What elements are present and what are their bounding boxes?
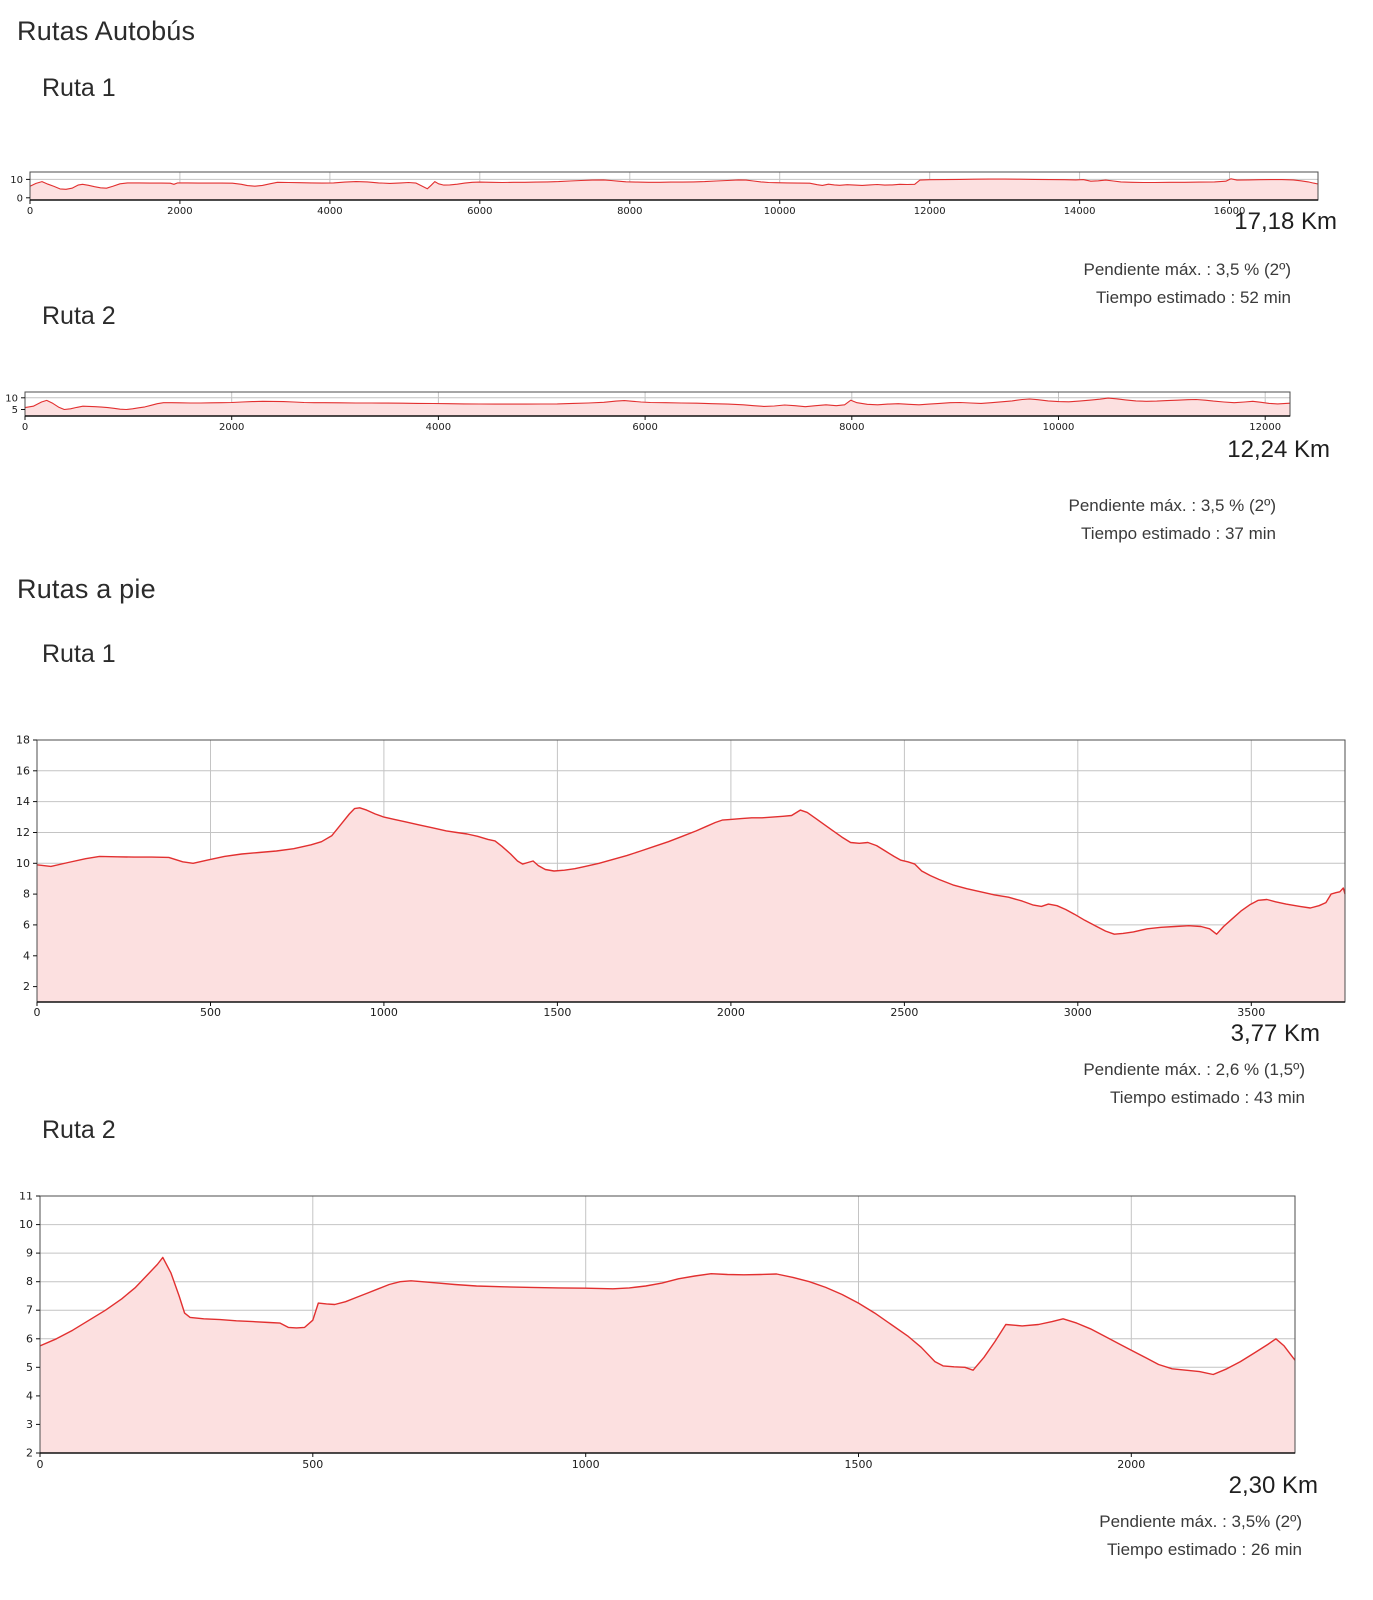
svg-text:10000: 10000 [1043,422,1075,433]
svg-text:2000: 2000 [717,1006,745,1019]
svg-text:2: 2 [26,1447,33,1460]
estimated-time-walk-ruta2: Tiempo estimado : 26 min [1107,1540,1302,1559]
svg-text:11: 11 [19,1192,33,1203]
svg-text:14000: 14000 [1064,206,1096,217]
svg-text:12000: 12000 [914,206,946,217]
svg-text:1000: 1000 [370,1006,398,1019]
svg-text:2: 2 [23,980,30,993]
distance-label-walk-ruta1: 3,77 Km [1230,1020,1320,1047]
svg-text:5: 5 [12,405,18,416]
max-slope-bus-ruta2: Pendiente máx. : 3,5 % (2º) [1068,496,1276,515]
svg-text:12000: 12000 [1249,422,1281,433]
svg-text:4000: 4000 [426,422,451,433]
svg-text:10: 10 [19,1218,33,1231]
svg-text:16: 16 [16,764,30,777]
distance-label-walk-ruta2: 2,30 Km [1228,1472,1318,1499]
svg-text:10: 10 [10,175,23,186]
svg-text:9: 9 [26,1247,33,1260]
svg-text:0: 0 [17,193,23,204]
svg-text:2500: 2500 [890,1006,918,1019]
svg-text:3000: 3000 [1064,1006,1092,1019]
svg-text:3: 3 [26,1418,33,1431]
svg-text:500: 500 [302,1458,323,1471]
distance-label-bus-ruta2: 12,24 Km [1227,436,1330,463]
svg-text:8000: 8000 [617,206,642,217]
svg-text:4: 4 [26,1389,33,1402]
estimated-time-bus-ruta2: Tiempo estimado : 37 min [1081,524,1276,543]
svg-text:1000: 1000 [572,1458,600,1471]
svg-text:5: 5 [26,1361,33,1374]
svg-text:2000: 2000 [1117,1458,1145,1471]
distance-label-bus-ruta1: 17,18 Km [1234,208,1337,235]
stats-bus-ruta2: Pendiente máx. : 3,5 % (2º) Tiempo estim… [1069,492,1276,548]
elevation-chart-bus-ruta1: 0 2000 4000 6000 8000 10000 12000 14000 16000 0 10 [10,171,1319,217]
stats-walk-ruta2: Pendiente máx. : 3,5% (2º) Tiempo estima… [1099,1508,1302,1564]
elevation-chart-bus-ruta2: 0 2000 4000 6000 8000 10000 12000 510 [5,391,1291,433]
svg-text:6000: 6000 [632,422,657,433]
svg-text:18: 18 [16,735,30,747]
max-slope-bus-ruta1: Pendiente máx. : 3,5 % (2º) [1083,260,1291,279]
svg-text:8000: 8000 [839,422,864,433]
chart-title-bus-ruta1: Ruta 1 [42,74,116,102]
section-title-bus: Rutas Autobús [17,16,196,46]
svg-text:8: 8 [26,1275,33,1288]
svg-text:6000: 6000 [467,206,492,217]
svg-text:2000: 2000 [167,206,192,217]
svg-text:10000: 10000 [764,206,796,217]
svg-text:1500: 1500 [543,1006,571,1019]
estimated-time-walk-ruta1: Tiempo estimado : 43 min [1110,1088,1305,1107]
chart-title-walk-ruta2: Ruta 2 [42,1116,116,1144]
estimated-time-bus-ruta1: Tiempo estimado : 52 min [1096,288,1291,307]
svg-text:500: 500 [200,1006,221,1019]
svg-text:8: 8 [23,888,30,901]
max-slope-walk-ruta1: Pendiente máx. : 2,6 % (1,5º) [1083,1060,1305,1079]
svg-text:6: 6 [26,1332,33,1345]
chart-title-bus-ruta2: Ruta 2 [42,302,116,330]
svg-text:10: 10 [16,857,30,870]
svg-text:4: 4 [23,949,30,962]
stats-bus-ruta1: Pendiente máx. : 3,5 % (2º) Tiempo estim… [1084,256,1291,312]
chart-title-walk-ruta1: Ruta 1 [42,640,116,668]
svg-text:12: 12 [16,826,30,839]
svg-text:10: 10 [5,393,18,404]
svg-text:1500: 1500 [845,1458,873,1471]
section-title-walk: Rutas a pie [17,574,156,604]
svg-text:14: 14 [16,795,30,808]
svg-text:3500: 3500 [1237,1006,1265,1019]
svg-text:0: 0 [27,206,33,217]
elevation-chart-walk-ruta2: 0 500 1000 1500 2000 2 3 4 5 6 7 8 9 10 11 [19,1192,1296,1471]
svg-text:7: 7 [26,1304,33,1317]
svg-text:0: 0 [37,1458,44,1471]
max-slope-walk-ruta2: Pendiente máx. : 3,5% (2º) [1099,1512,1302,1531]
svg-text:6: 6 [23,918,30,931]
svg-text:16000: 16000 [1214,206,1246,217]
elevation-chart-walk-ruta1: 0 500 1000 1500 2000 2500 3000 3500 2 4 6 8 10 12 14 16… [16,735,1346,1019]
stats-walk-ruta1: Pendiente máx. : 2,6 % (1,5º) Tiempo est… [1083,1056,1305,1112]
svg-text:2000: 2000 [219,422,244,433]
svg-text:0: 0 [34,1006,41,1019]
svg-text:0: 0 [22,422,28,433]
svg-text:4000: 4000 [317,206,342,217]
